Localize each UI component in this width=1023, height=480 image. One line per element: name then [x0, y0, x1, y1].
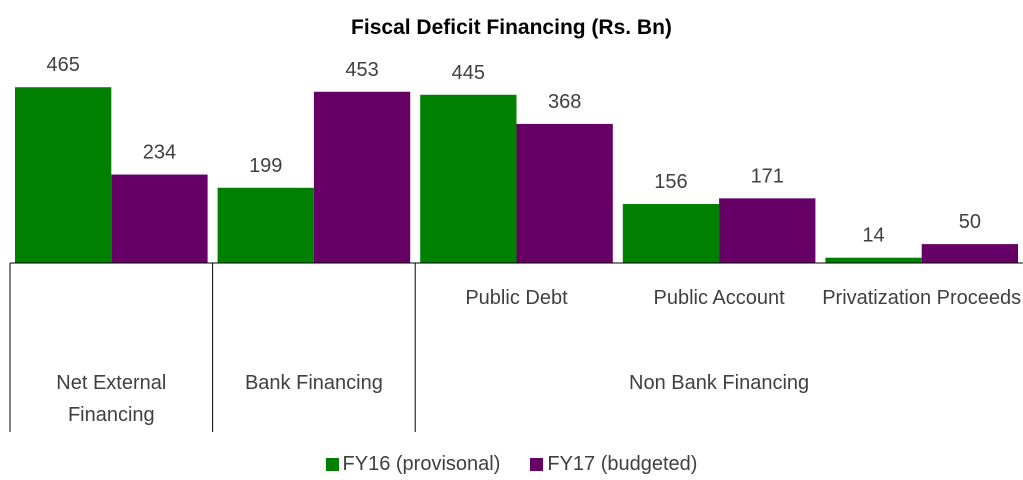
x-tick-label: Public Debt — [465, 287, 568, 309]
legend-swatch — [530, 458, 544, 471]
group-label: Net External Financing — [56, 372, 167, 426]
chart-title: Fiscal Deficit Financing (Rs. Bn) — [351, 16, 672, 39]
data-label: 171 — [751, 165, 784, 187]
bar — [420, 94, 517, 263]
data-label: 453 — [345, 59, 378, 81]
bar — [516, 123, 613, 264]
legend: FY16 (provisonal) FY17 (budgeted) — [0, 453, 1023, 476]
data-label: 156 — [654, 171, 687, 193]
data-label: 50 — [959, 211, 981, 233]
group-label: Non Bank Financing — [629, 372, 810, 394]
bar — [921, 244, 1018, 263]
bar — [217, 187, 314, 263]
bar — [313, 91, 411, 264]
legend-item: FY17 (budgeted) — [530, 453, 697, 476]
x-tick-label: Public Account — [653, 287, 785, 309]
legend-item: FY16 (provisonal) — [325, 453, 501, 476]
x-tick-label: Privatization Proceeds — [822, 287, 1022, 309]
data-label: 234 — [143, 142, 176, 164]
data-label: 14 — [862, 225, 884, 247]
legend-label: FY17 (budgeted) — [547, 453, 698, 475]
legend-label: FY16 (provisonal) — [342, 453, 501, 475]
legend-swatch — [325, 458, 339, 471]
group-label: Bank Financing — [244, 372, 383, 394]
data-label: 445 — [452, 62, 485, 84]
data-label: 199 — [249, 155, 282, 177]
data-label: 368 — [548, 91, 581, 113]
bar — [622, 204, 720, 263]
bar — [719, 198, 816, 263]
bar — [111, 174, 208, 263]
data-label: 465 — [46, 54, 79, 76]
bar — [15, 87, 112, 263]
bar — [825, 257, 922, 263]
